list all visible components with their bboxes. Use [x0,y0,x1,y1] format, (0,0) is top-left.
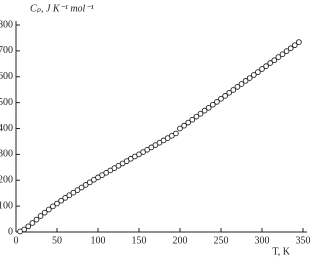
y-tick-label: 600 [0,71,13,82]
data-point [283,48,290,54]
data-point [45,206,52,213]
data-point [78,184,85,191]
data-point [255,69,261,75]
data-point [66,192,73,199]
x-tick-label: 50 [52,235,62,246]
x-axis-label: T, K [272,246,290,257]
data-point [173,130,179,137]
data-point [197,110,204,117]
data-point [86,179,93,186]
data-point [259,66,265,72]
data-point [148,144,155,151]
y-tick-label: 700 [0,45,13,56]
data-point [267,60,274,66]
data-point [123,158,130,164]
data-point [74,187,81,193]
data-point [164,135,171,141]
data-point [193,113,200,120]
data-point [209,101,216,108]
data-point [33,216,40,223]
data-point [29,220,36,226]
data-point [103,169,110,176]
x-tick-label: 0 [14,235,19,246]
data-point [214,98,220,105]
y-axis-label: Cₚ, J K⁻¹ mol⁻¹ [30,3,94,14]
data-point [238,81,245,87]
data-point [95,174,101,181]
data-point [296,39,302,45]
x-tick-label: 100 [91,235,106,246]
data-point [205,104,212,111]
data-point [144,146,151,153]
data-point [37,213,44,219]
data-point [70,189,77,196]
data-point [107,167,114,174]
data-point [222,93,228,99]
data-point [156,139,163,146]
data-point [62,194,69,201]
data-point [201,107,208,114]
x-tick-label: 250 [214,235,229,246]
data-point [242,78,249,84]
data-point [160,137,167,144]
data-point [21,226,28,233]
y-tick-label: 500 [0,97,13,108]
x-tick-label: 200 [173,235,188,246]
x-tick-label: 350 [296,235,311,246]
data-point [58,197,64,204]
data-point [91,176,97,183]
data-point [275,54,282,60]
data-point [25,223,32,230]
data-point [136,151,142,158]
data-point [140,149,146,155]
y-tick-label: 300 [0,149,13,160]
chart: Cₚ, J K⁻¹ mol⁻¹ T, K 0100200300400500600… [0,3,311,257]
y-tick-label: 800 [0,19,13,30]
data-point [119,160,126,167]
data-point [234,83,241,90]
data-point [99,172,105,178]
data-point [189,116,196,123]
data-point [279,51,286,58]
y-tick-label: 100 [0,200,13,211]
data-point [181,122,187,129]
data-point [152,142,159,148]
x-tick-label: 150 [132,235,147,246]
data-point [287,45,294,52]
y-tick-label: 200 [0,175,13,186]
data-point [50,203,56,210]
y-tick-label: 400 [0,123,13,134]
data-point [263,63,269,69]
data-point [185,119,192,126]
data-point [41,209,48,216]
data-point [226,89,233,96]
y-tick-label: 0 [8,226,13,237]
data-point [177,125,183,132]
data-point [230,87,237,93]
data-point [250,72,257,78]
data-point [246,75,253,81]
data-point [82,182,89,188]
x-tick-label: 300 [255,235,270,246]
data-point [291,42,298,49]
data-point [111,165,118,171]
data-point [218,95,224,102]
data-point [115,162,122,169]
data-point [168,132,175,139]
data-point [127,155,134,162]
data-point [271,57,278,64]
data-point [54,200,60,207]
